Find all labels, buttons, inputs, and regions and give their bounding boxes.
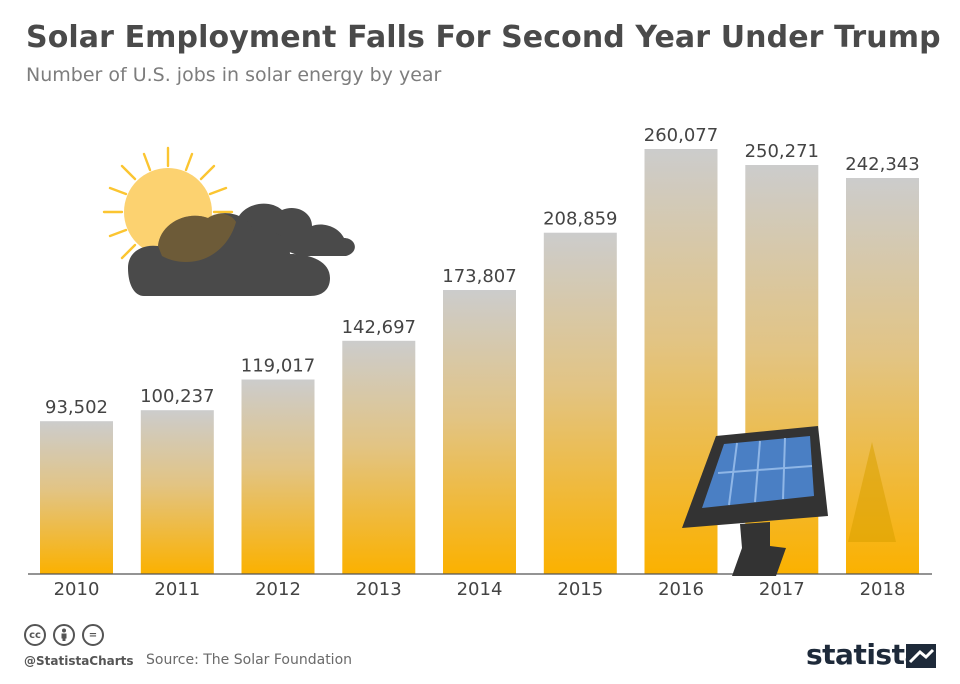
value-label-2016: 260,077: [644, 125, 718, 146]
sun-cloud-icon: [102, 146, 355, 296]
bar-2013: [342, 340, 416, 574]
x-tick-label-2015: 2015: [557, 579, 603, 600]
x-tick-label-2013: 2013: [356, 579, 402, 600]
x-tick-label-2017: 2017: [759, 579, 805, 600]
x-tick-label-2014: 2014: [457, 579, 503, 600]
value-label-2017: 250,271: [745, 141, 819, 162]
x-tick-label-2012: 2012: [255, 579, 301, 600]
bar-2015: [543, 232, 617, 574]
value-label-2011: 100,237: [140, 386, 214, 407]
statista-logo-icon: [906, 644, 936, 668]
x-tick-label-2018: 2018: [860, 579, 906, 600]
value-label-2010: 93,502: [45, 397, 108, 418]
bar-2014: [443, 290, 516, 574]
twitter-handle[interactable]: @StatistaCharts: [24, 654, 134, 668]
bar-2010: [40, 421, 113, 574]
solar-panel-icon: [682, 426, 896, 576]
bar-2011: [140, 410, 214, 574]
x-tick-label-2010: 2010: [54, 579, 100, 600]
cc-icon[interactable]: cc: [24, 624, 46, 646]
source-note: Source: The Solar Foundation: [146, 652, 353, 668]
license-icons: cc =: [24, 624, 104, 646]
value-label-2018: 242,343: [845, 154, 919, 175]
bar-2012: [241, 379, 315, 574]
chart-subtitle: Number of U.S. jobs in solar energy by y…: [26, 64, 442, 86]
value-label-2014: 173,807: [442, 266, 516, 287]
attribution-icon[interactable]: [53, 624, 75, 646]
no-derivatives-icon[interactable]: =: [82, 624, 104, 646]
value-label-2012: 119,017: [241, 356, 315, 377]
x-tick-label-2011: 2011: [154, 579, 200, 600]
statista-logo[interactable]: statista: [806, 638, 923, 671]
value-label-2013: 142,697: [342, 317, 416, 338]
x-tick-label-2016: 2016: [658, 579, 704, 600]
chart-title: Solar Employment Falls For Second Year U…: [26, 20, 941, 55]
value-label-2015: 208,859: [543, 209, 617, 230]
